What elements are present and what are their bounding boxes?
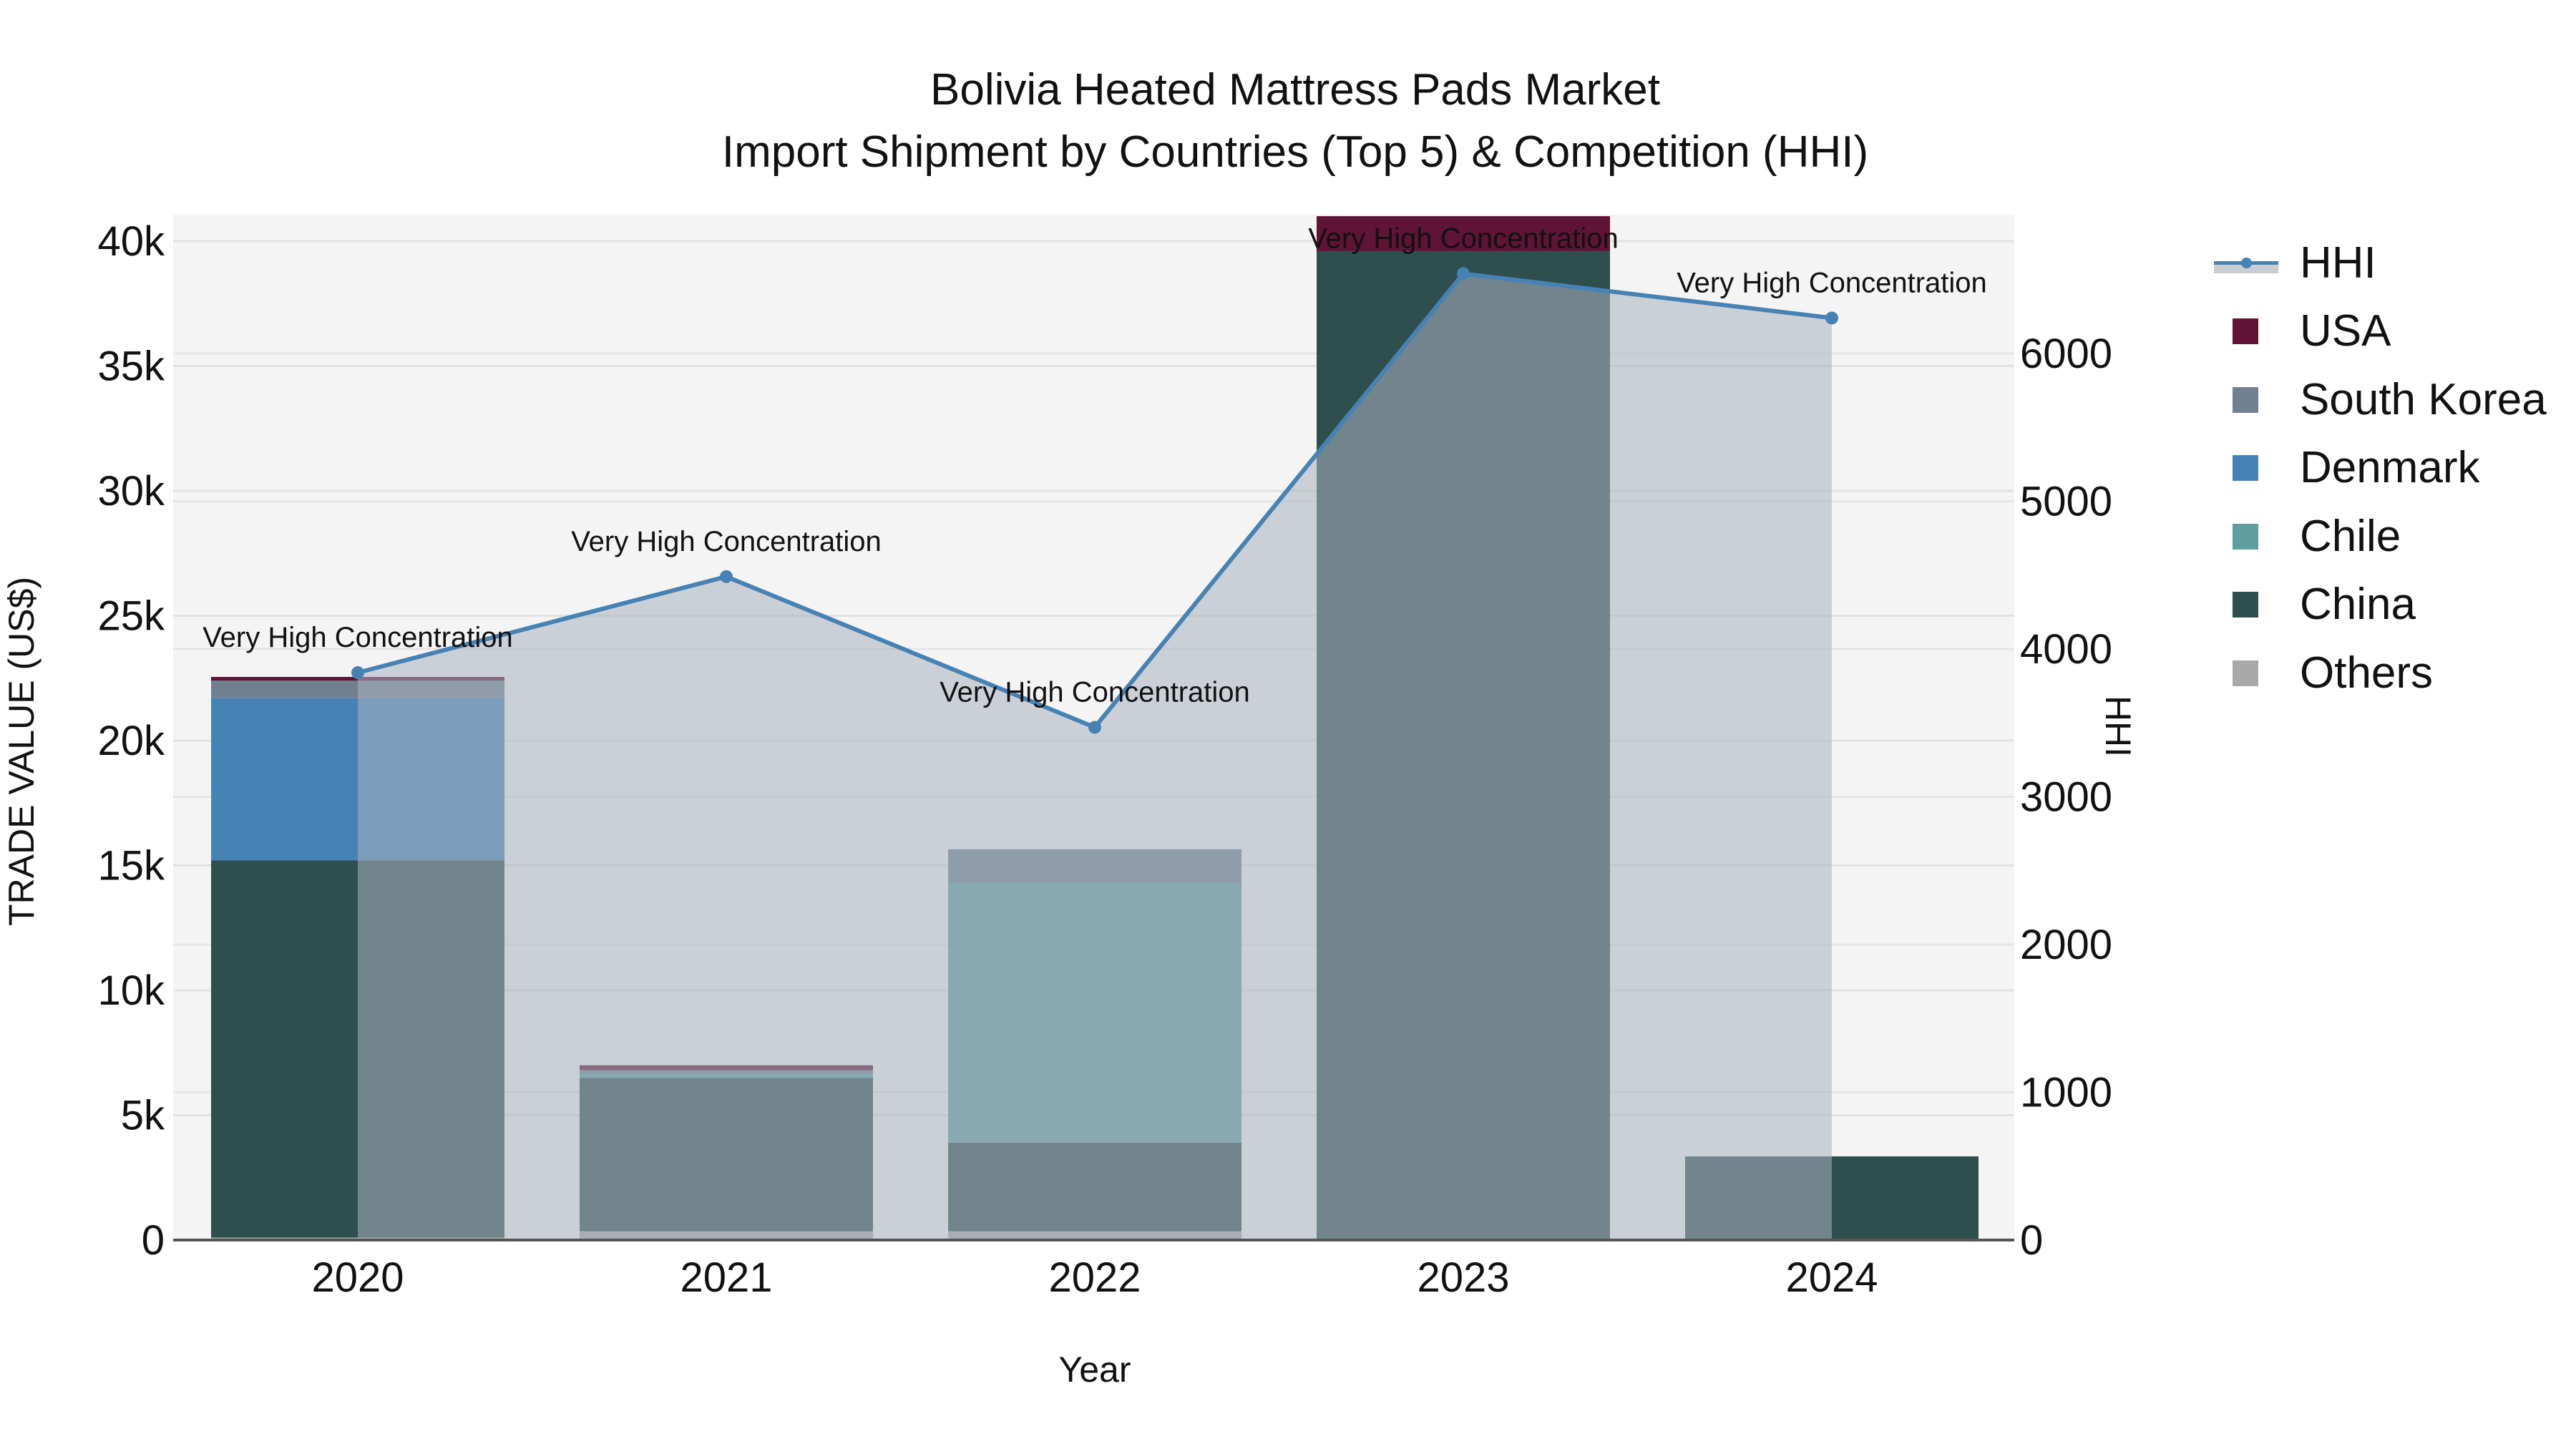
legend-label: Chile: [2300, 511, 2401, 561]
hhi-marker[interactable]: [1457, 267, 1470, 280]
x-tick-label: 2023: [1417, 1254, 1509, 1301]
legend-item-china[interactable]: China: [2211, 571, 2547, 640]
bar-segment-usa[interactable]: [1317, 216, 1610, 251]
hhi-annotation: Very High Concentration: [940, 676, 1250, 708]
legend-label: China: [2300, 580, 2416, 630]
hhi-marker[interactable]: [720, 570, 733, 583]
legend-label: Denmark: [2300, 443, 2480, 493]
hhi-marker[interactable]: [1088, 721, 1101, 734]
y2-tick-label: 5000: [2020, 479, 2112, 525]
chart-title-line2: Import Shipment by Countries (Top 5) & C…: [721, 127, 1869, 177]
y2-tick-label: 3000: [2020, 774, 2112, 821]
y-tick-label: 25k: [97, 593, 165, 640]
swatch-icon: [2233, 592, 2258, 618]
legend-item-others[interactable]: Others: [2211, 639, 2547, 708]
swatch-icon: [2233, 523, 2258, 550]
y-tick-label: 40k: [97, 218, 165, 265]
hhi-annotation: Very High Concentration: [1677, 267, 1987, 298]
legend-label: HHI: [2300, 238, 2376, 288]
hhi-annotation: Very High Concentration: [203, 622, 513, 653]
y-tick-label: 35k: [97, 343, 165, 390]
x-tick-label: 2020: [311, 1254, 404, 1301]
line-marker-icon: [2214, 250, 2278, 276]
y-tick-label: 0: [142, 1217, 165, 1264]
y-tick-label: 15k: [97, 843, 165, 889]
y-tick-label: 10k: [97, 967, 165, 1014]
y-tick-label: 20k: [97, 718, 165, 764]
hhi-marker[interactable]: [1825, 311, 1838, 325]
y2-tick-label: 6000: [2020, 331, 2112, 377]
y2-tick-label: 2000: [2020, 922, 2112, 968]
legend-item-chile[interactable]: Chile: [2211, 502, 2547, 571]
y2-tick-label: 1000: [2020, 1070, 2112, 1116]
legend-item-south-korea[interactable]: South Korea: [2211, 366, 2547, 434]
legend-item-hhi[interactable]: HHI: [2211, 229, 2547, 298]
hhi-annotation: Very High Concentration: [571, 526, 882, 557]
swatch-icon: [2233, 660, 2258, 686]
y2-tick-label: 0: [2020, 1217, 2043, 1264]
swatch-icon: [2233, 318, 2258, 345]
hhi-area: [358, 273, 1832, 1240]
y-tick-label: 30k: [97, 468, 165, 514]
legend-item-usa[interactable]: USA: [2211, 298, 2547, 366]
x-tick-label: 2024: [1785, 1254, 1878, 1301]
swatch-icon: [2233, 386, 2258, 413]
legend-label: South Korea: [2300, 374, 2547, 424]
legend-label: Others: [2300, 648, 2434, 698]
x-axis-title: Year: [1058, 1350, 1131, 1390]
legend: HHI USA South Korea Denmark Chile China …: [2211, 229, 2547, 708]
chart-title-line1: Bolivia Heated Mattress Pads Market: [930, 65, 1660, 114]
y-tick-label: 5k: [121, 1093, 165, 1139]
y2-tick-label: 4000: [2020, 626, 2112, 673]
swatch-icon: [2233, 455, 2258, 482]
y2-axis-title: HHI: [2098, 695, 2138, 758]
y-axis-title: TRADE VALUE (US$): [1, 576, 42, 927]
legend-item-denmark[interactable]: Denmark: [2211, 434, 2547, 503]
hhi-annotation: Very High Concentration: [1308, 223, 1619, 254]
hhi-marker[interactable]: [351, 666, 364, 680]
x-tick-label: 2021: [680, 1254, 772, 1301]
x-tick-label: 2022: [1048, 1254, 1141, 1301]
legend-label: USA: [2300, 306, 2391, 356]
